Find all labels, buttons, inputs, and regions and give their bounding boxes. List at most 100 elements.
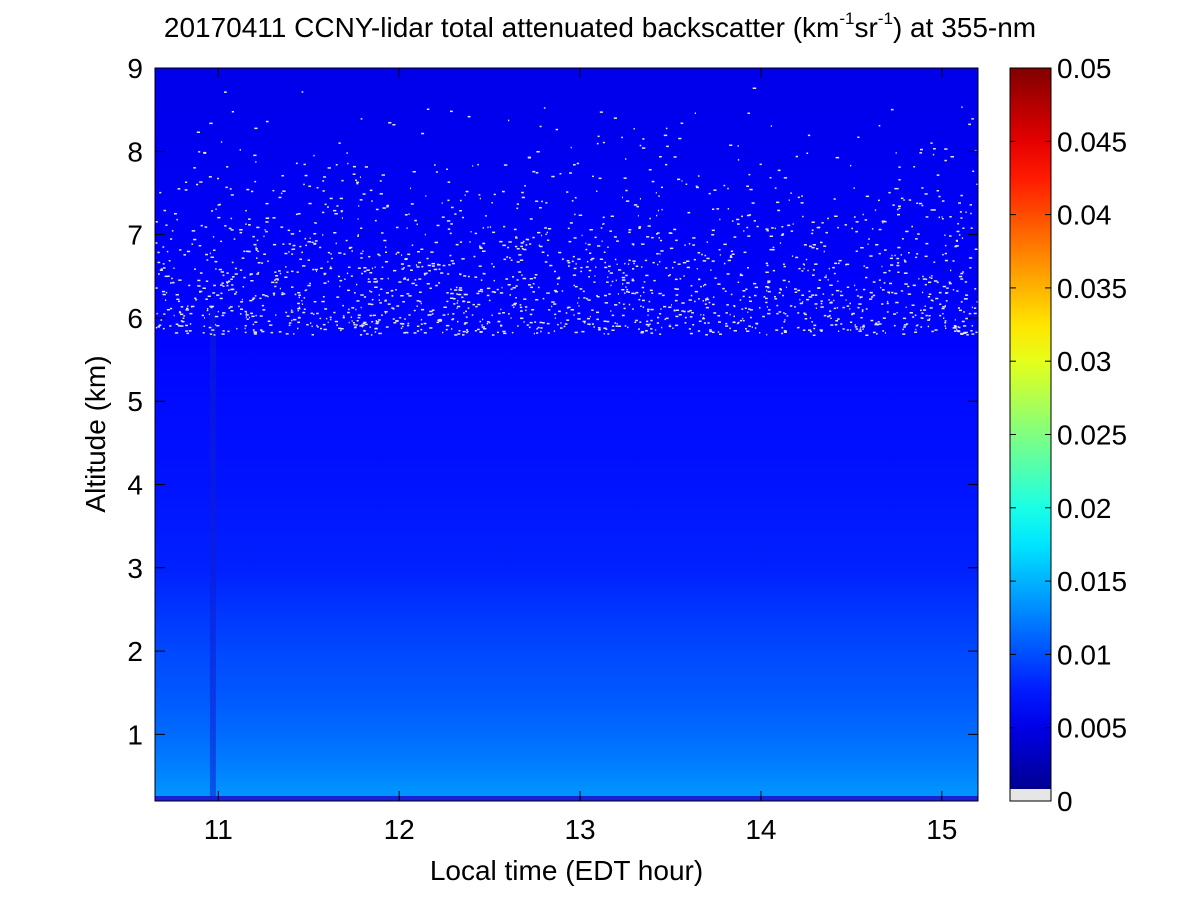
- speckle: [168, 260, 171, 262]
- speckle: [597, 245, 601, 247]
- speckle: [551, 301, 555, 303]
- speckle: [703, 322, 706, 324]
- speckle: [617, 325, 622, 327]
- speckle: [635, 291, 639, 294]
- speckle: [376, 280, 378, 282]
- x-tick-label-13: 13: [564, 814, 595, 845]
- speckle: [193, 167, 196, 169]
- speckle: [956, 240, 958, 242]
- speckle: [651, 180, 655, 183]
- speckle: [235, 291, 238, 293]
- speckle: [327, 251, 331, 254]
- speckle: [878, 279, 881, 281]
- speckle: [766, 306, 768, 308]
- speckle: [797, 326, 800, 329]
- speckle: [842, 306, 845, 309]
- speckle: [165, 299, 167, 301]
- speckle: [515, 285, 518, 287]
- speckle: [410, 269, 413, 271]
- speckle: [858, 330, 862, 332]
- speckle: [776, 304, 779, 307]
- speckle: [331, 257, 333, 260]
- speckle: [897, 246, 901, 249]
- speckle: [642, 138, 645, 140]
- speckle: [171, 230, 174, 232]
- speckle: [536, 332, 539, 334]
- speckle: [278, 196, 282, 199]
- speckle: [433, 268, 438, 271]
- speckle: [303, 308, 306, 310]
- speckle: [481, 290, 484, 293]
- speckle: [521, 248, 524, 250]
- speckle: [275, 278, 279, 280]
- speckle: [255, 314, 257, 317]
- speckle: [204, 226, 208, 228]
- speckle: [416, 325, 420, 327]
- speckle: [656, 322, 660, 324]
- speckle: [420, 328, 423, 331]
- speckle: [900, 290, 904, 292]
- speckle: [903, 259, 906, 261]
- speckle: [396, 251, 400, 254]
- speckle: [234, 267, 237, 270]
- speckle: [975, 331, 978, 334]
- speckle: [860, 326, 862, 329]
- speckle: [241, 257, 245, 259]
- speckle: [573, 164, 576, 166]
- speckle: [535, 299, 539, 301]
- speckle: [640, 295, 642, 297]
- speckle: [535, 200, 539, 202]
- speckle: [872, 294, 876, 297]
- speckle: [165, 224, 168, 226]
- speckle: [480, 288, 483, 291]
- speckle: [506, 256, 509, 258]
- speckle: [603, 223, 605, 225]
- speckle: [700, 285, 702, 288]
- speckle: [342, 316, 345, 319]
- speckle: [190, 305, 195, 308]
- speckle: [261, 330, 265, 333]
- speckle: [334, 320, 338, 323]
- speckle: [250, 312, 253, 315]
- speckle: [717, 315, 721, 317]
- speckle: [457, 305, 461, 308]
- speckle: [404, 214, 408, 216]
- speckle: [840, 323, 843, 325]
- speckle: [252, 235, 255, 238]
- speckle: [202, 287, 206, 289]
- speckle: [806, 298, 810, 301]
- speckle: [800, 202, 804, 204]
- speckle: [293, 333, 295, 335]
- speckle: [242, 286, 245, 288]
- speckle: [777, 209, 781, 212]
- speckle: [338, 327, 342, 330]
- speckle: [534, 274, 538, 276]
- speckle: [378, 294, 380, 296]
- speckle: [657, 316, 660, 319]
- speckle: [815, 307, 817, 309]
- speckle: [215, 324, 217, 326]
- speckle: [594, 275, 596, 277]
- speckle: [675, 294, 679, 296]
- speckle: [710, 269, 712, 271]
- speckle: [966, 334, 969, 336]
- speckle: [921, 317, 924, 319]
- speckle: [197, 285, 201, 287]
- speckle: [703, 285, 705, 287]
- speckle: [323, 282, 327, 284]
- speckle: [455, 243, 459, 246]
- y-tick-label-4: 4: [127, 469, 143, 500]
- speckle: [627, 263, 630, 265]
- speckle: [681, 302, 685, 304]
- speckle: [453, 303, 456, 305]
- speckle: [442, 314, 446, 316]
- speckle: [762, 315, 765, 318]
- speckle: [928, 281, 932, 284]
- speckle: [266, 120, 269, 123]
- speckle: [321, 300, 325, 303]
- speckle: [233, 238, 236, 240]
- speckle: [658, 237, 660, 239]
- speckle: [714, 277, 717, 279]
- speckle: [482, 318, 484, 321]
- speckle: [623, 307, 626, 310]
